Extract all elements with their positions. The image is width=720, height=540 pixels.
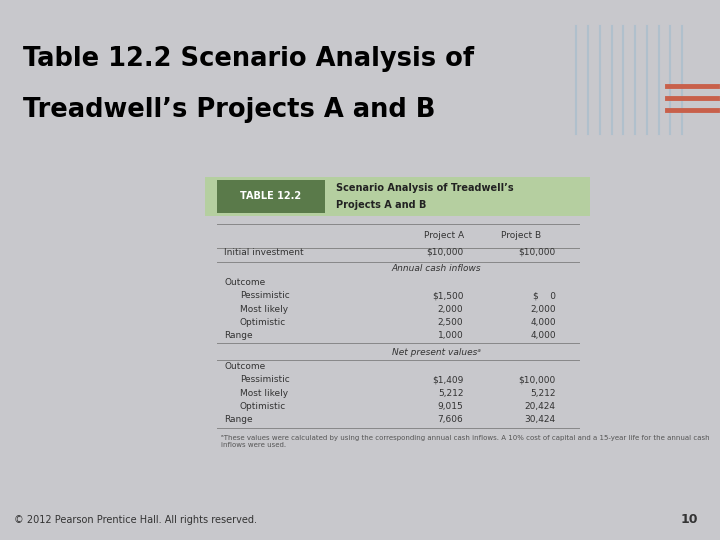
Text: Scenario Analysis of Treadwell’s: Scenario Analysis of Treadwell’s: [336, 183, 514, 193]
Text: Annual cash inflows: Annual cash inflows: [392, 265, 481, 273]
Text: $10,000: $10,000: [518, 375, 556, 384]
Text: 2,000: 2,000: [530, 305, 556, 314]
Text: 2,500: 2,500: [438, 318, 463, 327]
Text: $1,500: $1,500: [432, 292, 463, 300]
Text: 30,424: 30,424: [525, 415, 556, 424]
Text: ᵃThese values were calculated by using the corresponding annual cash inflows. A : ᵃThese values were calculated by using t…: [220, 435, 709, 448]
Text: 20,424: 20,424: [525, 402, 556, 411]
Text: Table 12.2 Scenario Analysis of: Table 12.2 Scenario Analysis of: [23, 45, 474, 71]
Text: $10,000: $10,000: [518, 248, 556, 257]
Text: Most likely: Most likely: [240, 389, 288, 397]
Text: 10: 10: [681, 513, 698, 526]
Text: 2,000: 2,000: [438, 305, 463, 314]
Text: Project A: Project A: [424, 232, 464, 240]
Text: $10,000: $10,000: [426, 248, 463, 257]
Text: Net present valuesᵃ: Net present valuesᵃ: [392, 348, 481, 357]
Text: 5,212: 5,212: [438, 389, 463, 397]
Text: 9,015: 9,015: [438, 402, 463, 411]
Text: Treadwell’s Projects A and B: Treadwell’s Projects A and B: [23, 97, 435, 123]
Text: Range: Range: [225, 331, 253, 340]
Text: 1,000: 1,000: [438, 331, 463, 340]
Text: 4,000: 4,000: [530, 331, 556, 340]
Text: Project B: Project B: [501, 232, 541, 240]
Bar: [205, 177, 590, 216]
Text: Optimistic: Optimistic: [240, 402, 286, 411]
Text: Pessimistic: Pessimistic: [240, 292, 289, 300]
Text: Outcome: Outcome: [225, 362, 266, 370]
Text: Initial investment: Initial investment: [225, 248, 304, 257]
Text: 7,606: 7,606: [438, 415, 463, 424]
Text: 5,212: 5,212: [530, 389, 556, 397]
Text: © 2012 Pearson Prentice Hall. All rights reserved.: © 2012 Pearson Prentice Hall. All rights…: [14, 515, 258, 525]
Text: $    0: $ 0: [533, 292, 556, 300]
Bar: [217, 180, 325, 213]
Text: Pessimistic: Pessimistic: [240, 375, 289, 384]
Text: Most likely: Most likely: [240, 305, 288, 314]
Text: Range: Range: [225, 415, 253, 424]
Text: Optimistic: Optimistic: [240, 318, 286, 327]
Text: Outcome: Outcome: [225, 278, 266, 287]
Text: $1,409: $1,409: [432, 375, 463, 384]
Text: 4,000: 4,000: [530, 318, 556, 327]
Text: TABLE 12.2: TABLE 12.2: [240, 192, 301, 201]
Text: Projects A and B: Projects A and B: [336, 200, 426, 210]
